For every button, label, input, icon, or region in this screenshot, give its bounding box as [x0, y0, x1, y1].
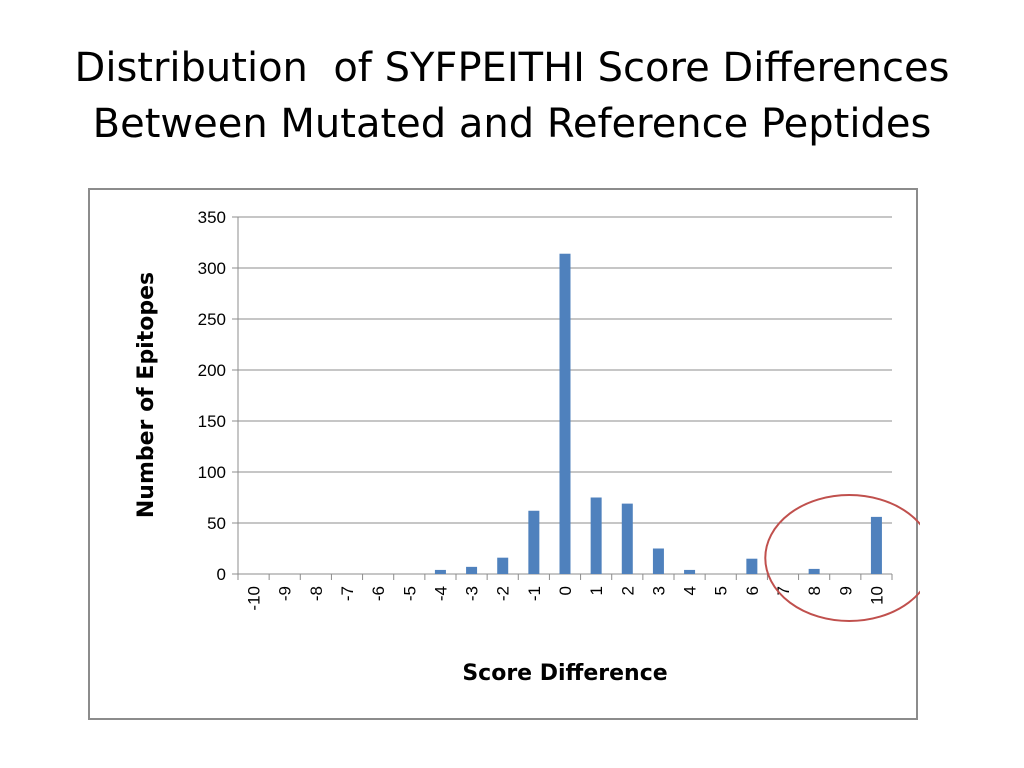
- x-tick-label: 7: [774, 586, 793, 595]
- x-tick-label: 9: [836, 586, 855, 595]
- x-tick-label: -8: [307, 586, 326, 601]
- x-tick-label: -6: [369, 586, 388, 601]
- bar: [870, 516, 882, 574]
- bar: [746, 558, 758, 574]
- y-tick-label: 200: [198, 361, 226, 380]
- slide-title-line-1: Distribution of SYFPEITHI Score Differen…: [74, 45, 950, 91]
- y-tick-labels: 0 50 100 150 200 250 300 350: [198, 208, 226, 584]
- bar: [652, 548, 664, 574]
- bar: [559, 253, 571, 574]
- x-tick-label: 8: [805, 586, 824, 595]
- bars: [434, 253, 882, 574]
- bar: [528, 510, 540, 574]
- x-tick-label: 5: [712, 586, 731, 595]
- highlight-ellipse: [764, 494, 920, 622]
- x-tick-label: -1: [525, 586, 544, 601]
- slide-title-line-2: Between Mutated and Reference Peptides: [92, 101, 932, 147]
- y-tick-label: 250: [198, 310, 226, 329]
- x-tick-label: 2: [618, 586, 637, 595]
- x-tick-label: -3: [463, 586, 482, 601]
- bar: [621, 503, 633, 574]
- bar: [684, 569, 696, 574]
- bar: [466, 566, 478, 574]
- bar: [497, 557, 509, 574]
- x-tick-label: 0: [556, 586, 575, 595]
- x-tick-label: 1: [587, 586, 606, 595]
- y-tick-label: 300: [198, 259, 226, 278]
- x-tick-label: 6: [743, 586, 762, 595]
- bar: [434, 569, 446, 574]
- x-tick-label: 10: [867, 586, 886, 605]
- x-tick-label: -7: [338, 586, 357, 601]
- y-tick-label: 0: [217, 565, 226, 584]
- y-tick-label: 50: [207, 514, 226, 533]
- y-tick-label: 150: [198, 412, 226, 431]
- x-tick-label: -9: [276, 586, 295, 601]
- slide-title: Distribution of SYFPEITHI Score Differen…: [0, 40, 1024, 152]
- x-tick-label: -5: [400, 586, 419, 601]
- y-tick-label: 350: [198, 208, 226, 227]
- chart-frame: 0 50 100 150 200 250 300 350 -10 -9 -8 -7 -6 -5 -4 -3-…: [88, 188, 920, 720]
- y-axis-title: Number of Epitopes: [134, 272, 159, 518]
- bar: [590, 497, 602, 574]
- x-tick-label: 3: [649, 586, 668, 595]
- x-axis-title: Score Difference: [462, 661, 667, 686]
- x-tick-labels: -10 -9 -8 -7 -6 -5 -4 -3 -2 -1 0 1 2 3 4 5 6 7 8 9 10: [245, 586, 887, 611]
- x-tick-label: -4: [431, 586, 450, 601]
- x-tick-label: -10: [245, 586, 264, 611]
- bar: [808, 568, 820, 574]
- x-tick-label: 4: [681, 586, 700, 595]
- x-tick-label: -2: [494, 586, 513, 601]
- y-tick-label: 100: [198, 463, 226, 482]
